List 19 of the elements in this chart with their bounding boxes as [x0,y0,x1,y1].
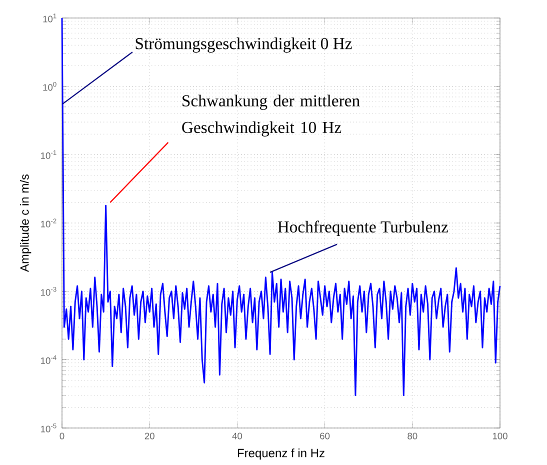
x-tick-label: 80 [408,432,418,440]
y-tick-label: 10$^{1}$ [43,14,56,22]
y-axis-title: Amplitude c in m/s [20,174,32,272]
x-tick-label: 40 [232,432,242,440]
y-tick-label: 10$^{-1}$ [41,150,56,160]
line-series [61,17,501,396]
annotation: Hochfrequente Turbulenz [278,220,448,236]
x-tick-label: 0 [60,432,64,440]
y-tick-label: 10$^{0}$ [43,82,56,91]
x-axis-title: Frequenz f in Hz [238,448,324,460]
annotation: Strömungsgeschwindigkeit 0 Hz [136,38,352,53]
annotation: Schwankung der mittleren Geschwindigkeit 10 Hz [182,94,360,137]
x-tick-label: 60 [320,432,330,440]
y-tick-label: 10$^{-5}$ [41,424,56,432]
y-tick-label: 10$^{-4}$ [41,355,56,364]
x-tick-label: 20 [144,432,154,440]
y-tick-label: 10$^{-3}$ [41,286,56,296]
y-tick-label: 10$^{-2}$ [41,218,56,228]
x-tick-label: 100 [492,432,508,440]
